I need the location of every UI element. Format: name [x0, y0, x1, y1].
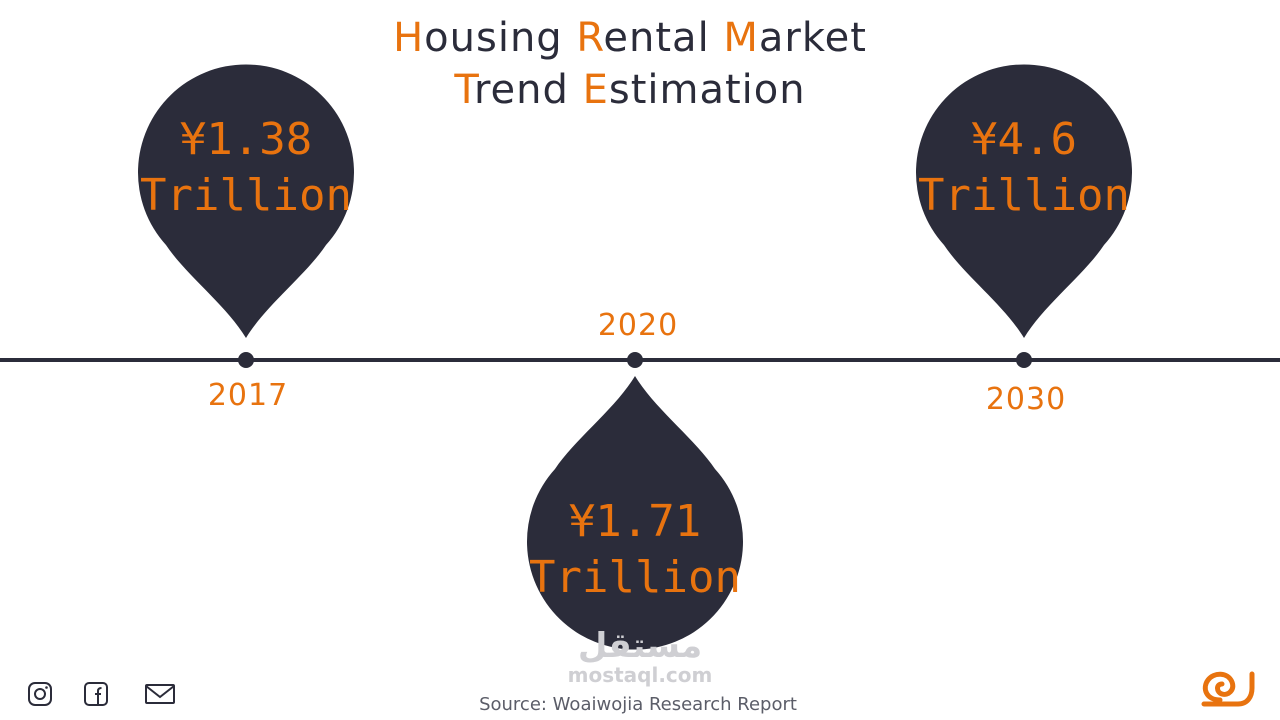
timeline-dot-2030 — [1016, 352, 1032, 368]
title-word: rend — [473, 67, 583, 113]
value-amount-2020: ¥1.71 — [568, 496, 702, 547]
watermark-arabic: مستقل — [577, 626, 703, 666]
pin-shape-2030 — [916, 64, 1132, 338]
value-unit-2030: Trillion — [918, 170, 1130, 221]
source-note: Source: Woaiwojia Research Report — [479, 694, 797, 715]
title-cap: T — [454, 67, 474, 113]
instagram-icon[interactable] — [26, 680, 54, 708]
timeline-dot-2017 — [238, 352, 254, 368]
pin-shape-2017 — [138, 64, 354, 338]
watermark: مستقل mostaql.com — [560, 628, 720, 686]
page-title: Housing Rental Market Trend Estimation — [0, 12, 1260, 116]
title-cap: E — [582, 67, 609, 113]
pin-2020: ¥1.71 Trillion — [527, 374, 743, 654]
pin-2030: ¥4.6 Trillion — [916, 60, 1132, 340]
timeline-dot-2020 — [627, 352, 643, 368]
title-line-2: Trend Estimation — [0, 64, 1260, 116]
pin-2017: ¥1.38 Trillion — [138, 60, 354, 340]
title-word: ousing — [424, 15, 577, 61]
title-word: stimation — [608, 67, 806, 113]
title-cap: R — [576, 15, 604, 61]
year-label-2030: 2030 — [985, 382, 1067, 417]
facebook-icon[interactable] — [82, 680, 110, 708]
year-label-2020: 2020 — [597, 308, 679, 343]
mail-icon[interactable] — [144, 680, 176, 708]
value-amount-2030: ¥4.6 — [971, 114, 1077, 165]
value-unit-2020: Trillion — [529, 552, 741, 603]
title-line-1: Housing Rental Market — [0, 12, 1260, 64]
year-label-2017: 2017 — [207, 378, 289, 413]
title-cap: H — [393, 15, 425, 61]
watermark-latin: mostaql.com — [567, 663, 713, 687]
title-word: arket — [758, 15, 867, 61]
title-word: ental — [603, 15, 724, 61]
snail-logo-icon — [1201, 671, 1255, 707]
pin-shape-2020 — [527, 376, 743, 650]
value-unit-2017: Trillion — [140, 170, 352, 221]
value-amount-2017: ¥1.38 — [179, 114, 313, 165]
title-cap: M — [723, 15, 759, 61]
